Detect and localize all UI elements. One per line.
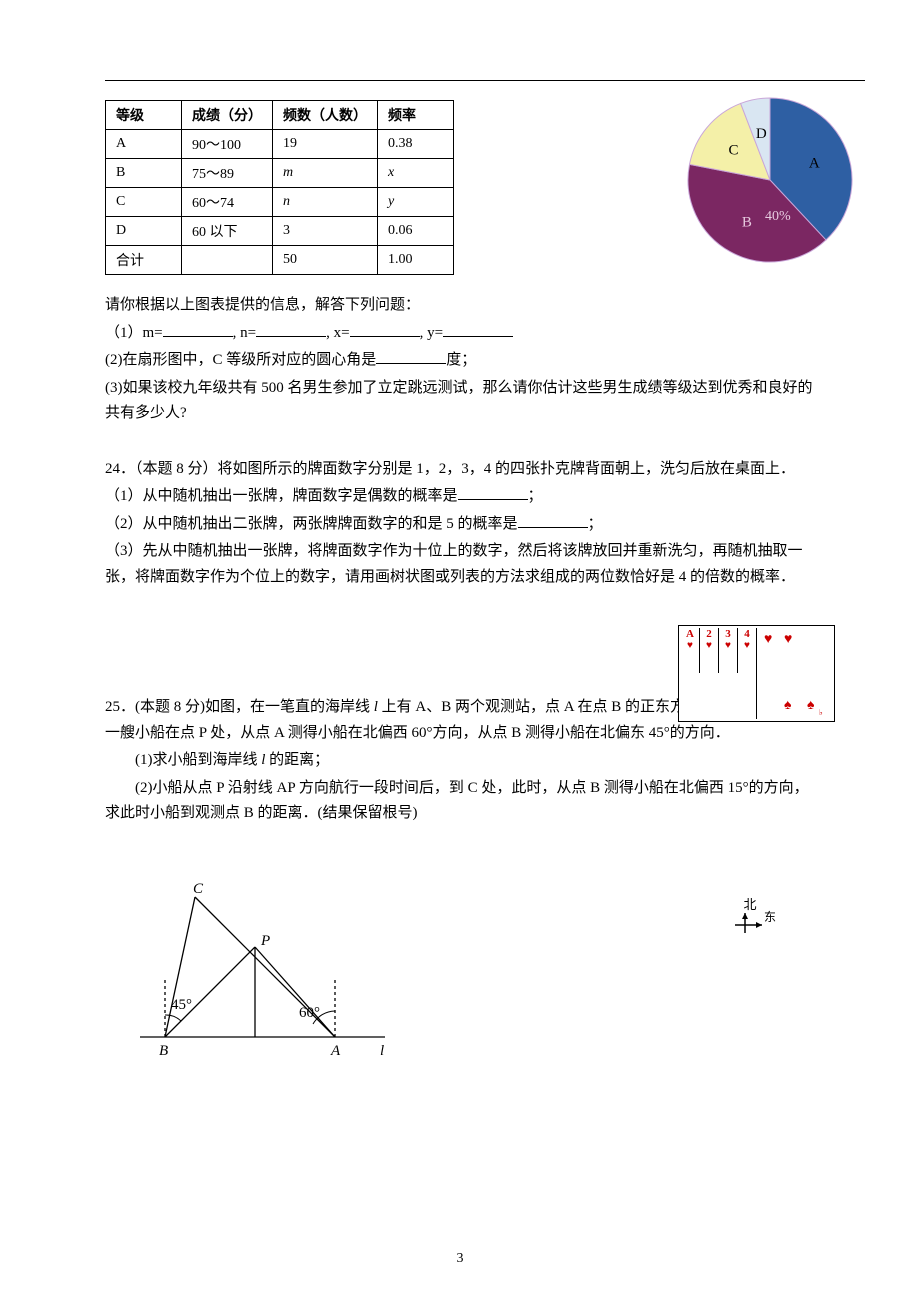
table-cell: 60～74 bbox=[182, 188, 273, 217]
card-divider bbox=[756, 628, 757, 719]
pie-label: C bbox=[729, 142, 739, 158]
table-header: 频率 bbox=[378, 101, 454, 130]
table-cell: x bbox=[378, 159, 454, 188]
card-corner: ♭ bbox=[819, 708, 823, 717]
q3-line: (3)如果该校九年级共有 500 名男生参加了立定跳远测试，那么请你估计这些男生… bbox=[105, 376, 820, 427]
blank-y bbox=[443, 322, 513, 337]
playing-card: 4♥ bbox=[738, 628, 757, 673]
pie-label: A bbox=[809, 156, 820, 172]
table-row: 合计 501.00 bbox=[106, 246, 454, 275]
table-cell: 1.00 bbox=[378, 246, 454, 275]
blank-n bbox=[256, 322, 326, 337]
table-cell: 19 bbox=[273, 130, 378, 159]
q1-line: （1）m=, n=, x=, y= bbox=[105, 321, 820, 347]
pie-label: D bbox=[756, 126, 767, 142]
diagram-label: A bbox=[330, 1043, 341, 1059]
blank-q24-1 bbox=[458, 485, 528, 500]
table-cell: m bbox=[273, 159, 378, 188]
diagram-label: B bbox=[159, 1043, 168, 1059]
table-cell: A bbox=[106, 130, 182, 159]
compass-east-label: 东 bbox=[764, 908, 776, 925]
table-cell: 90～100 bbox=[182, 130, 273, 159]
table-row: A90～100190.38 bbox=[106, 130, 454, 159]
table-header: 等级 bbox=[106, 101, 182, 130]
table-cell bbox=[182, 246, 273, 275]
table-cell: 0.38 bbox=[378, 130, 454, 159]
q-intro: 请你根据以上图表提供的信息，解答下列问题： bbox=[105, 293, 820, 319]
spade-icon: ♠ bbox=[784, 698, 791, 714]
table-cell: B bbox=[106, 159, 182, 188]
q2-line: (2)在扇形图中，C 等级所对应的圆心角是度； bbox=[105, 348, 820, 374]
table-cell: 50 bbox=[273, 246, 378, 275]
table-header: 成绩（分） bbox=[182, 101, 273, 130]
diagram-label: l bbox=[380, 1043, 384, 1059]
diagram-label: 45° bbox=[171, 997, 192, 1013]
diagram-label: C bbox=[193, 881, 204, 897]
top-rule bbox=[105, 80, 865, 81]
q24-p2: （2）从中随机抽出二张牌，两张牌牌面数字的和是 5 的概率是； bbox=[105, 512, 820, 538]
playing-card: 3♥ bbox=[719, 628, 738, 673]
diagram-label: 60° bbox=[299, 1005, 320, 1021]
q24-head: 24．（本题 8 分）将如图所示的牌面数字分别是 1，2，3，4 的四张扑克牌背… bbox=[105, 457, 820, 483]
q25-p2: (2)小船从点 P 沿射线 AP 方向航行一段时间后，到 C 处，此时，从点 B… bbox=[105, 776, 820, 827]
table-cell: D bbox=[106, 217, 182, 246]
table-cell: y bbox=[378, 188, 454, 217]
q24-p3: （3）先从中随机抽出一张牌，将牌面数字作为十位上的数字，然后将该牌放回并重新洗匀… bbox=[105, 539, 820, 590]
table-header: 频数（人数） bbox=[273, 101, 378, 130]
heart-icon: ♥ bbox=[784, 632, 792, 648]
pie-percent-label: 40% bbox=[765, 209, 791, 224]
playing-card: A♥ bbox=[681, 628, 700, 673]
grade-table: 等级成绩（分）频数（人数）频率 A90～100190.38B75～89mxC60… bbox=[105, 100, 454, 275]
spade-icon: ♠ bbox=[807, 698, 814, 714]
question-23-continued: 请你根据以上图表提供的信息，解答下列问题： （1）m=, n=, x=, y= … bbox=[105, 293, 820, 427]
table-cell: 合计 bbox=[106, 246, 182, 275]
table-cell: 60 以下 bbox=[182, 217, 273, 246]
blank-x bbox=[350, 322, 420, 337]
cards-figure: A♥2♥3♥4♥ ♥ ♥ ♠ ♠ ♭ bbox=[678, 625, 835, 722]
page: 等级成绩（分）频数（人数）频率 A90～100190.38B75～89mxC60… bbox=[0, 0, 920, 1302]
table-cell: n bbox=[273, 188, 378, 217]
question-24: 24．（本题 8 分）将如图所示的牌面数字分别是 1，2，3，4 的四张扑克牌背… bbox=[105, 457, 820, 591]
playing-card: 2♥ bbox=[700, 628, 719, 673]
blank-q24-2 bbox=[518, 513, 588, 528]
table-cell: C bbox=[106, 188, 182, 217]
q25-p1: (1)求小船到海岸线 l 的距离； bbox=[105, 748, 820, 774]
table-cell: 0.06 bbox=[378, 217, 454, 246]
pie-label: B bbox=[742, 215, 752, 231]
blank-m bbox=[163, 322, 233, 337]
diagram-label: P bbox=[260, 933, 270, 949]
page-number: 3 bbox=[0, 1251, 920, 1267]
q25-diagram: B A P C 45° 60° l bbox=[135, 877, 820, 1082]
pie-chart: A B C D 40% bbox=[680, 95, 865, 275]
table-cell: 75～89 bbox=[182, 159, 273, 188]
table-row: C60～74ny bbox=[106, 188, 454, 217]
q24-p1: （1）从中随机抽出一张牌，牌面数字是偶数的概率是； bbox=[105, 484, 820, 510]
blank-angle bbox=[376, 349, 446, 364]
table-cell: 3 bbox=[273, 217, 378, 246]
compass-icon: 北 东 bbox=[730, 894, 770, 941]
table-row: B75～89mx bbox=[106, 159, 454, 188]
heart-icon: ♥ bbox=[764, 632, 772, 648]
table-row: D60 以下30.06 bbox=[106, 217, 454, 246]
